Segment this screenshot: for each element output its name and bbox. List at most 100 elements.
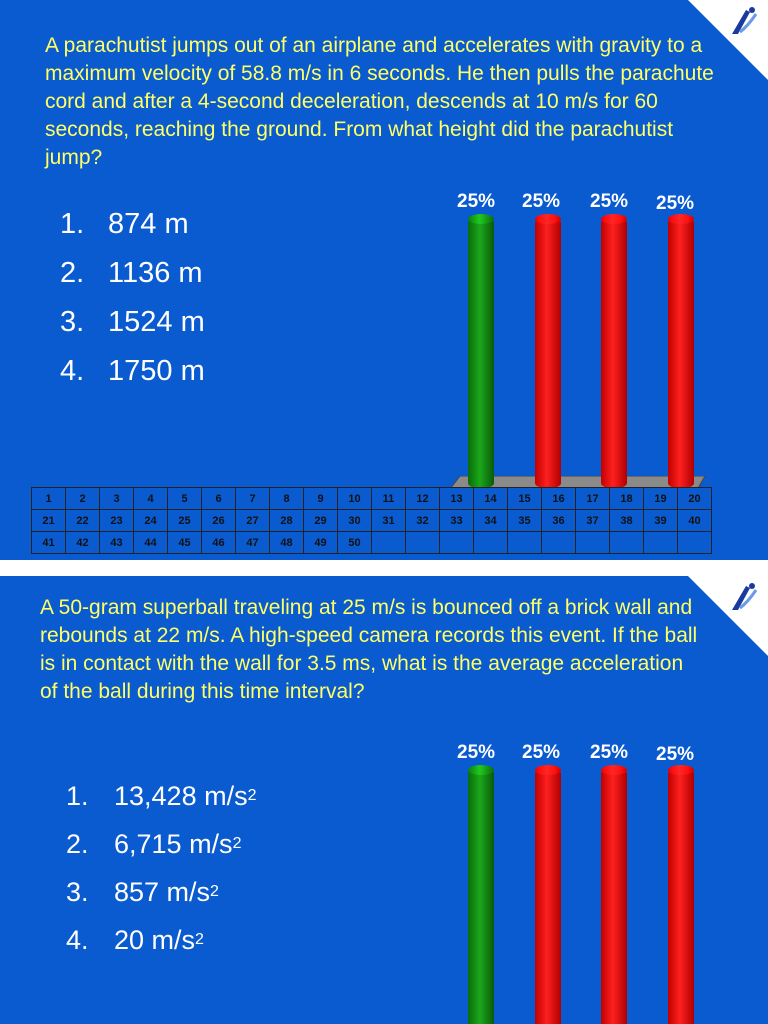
- grid-cell: 44: [133, 531, 168, 554]
- response-bar-2: [535, 218, 561, 488]
- grid-cell: 32: [405, 509, 440, 532]
- grid-cell: 15: [507, 487, 542, 510]
- answer-option[interactable]: 1. 874 m: [60, 200, 205, 249]
- grid-cell: 48: [269, 531, 304, 554]
- answer-text: 20 m/s: [114, 924, 196, 955]
- grid-cell: 47: [235, 531, 270, 554]
- grid-cell: 12: [405, 487, 440, 510]
- grid-cell: 10: [337, 487, 372, 510]
- exponent: 2: [210, 883, 219, 900]
- grid-cell: [439, 531, 474, 554]
- grid-cell: 21: [31, 509, 66, 532]
- grid-cell: 24: [133, 509, 168, 532]
- grid-cell: [643, 531, 678, 554]
- question-text: A parachutist jumps out of an airplane a…: [45, 34, 714, 169]
- grid-cell: 50: [337, 531, 372, 554]
- exponent: 2: [247, 787, 257, 804]
- answer-text: 857 m/s: [114, 876, 211, 907]
- percent-label: 25%: [522, 191, 561, 212]
- answer-text: 1136 m: [108, 257, 203, 289]
- answer-number: 1.: [60, 208, 85, 240]
- exponent: 2: [195, 931, 204, 948]
- answer-option[interactable]: 1. 13,428 m/s 2: [66, 772, 256, 820]
- answer-option[interactable]: 4. 1750 m: [60, 347, 205, 396]
- percent-label: 25%: [656, 744, 695, 765]
- percent-label: 25%: [457, 191, 496, 212]
- answer-option[interactable]: 2. 1136 m: [60, 249, 205, 298]
- grid-cell: 41: [31, 531, 66, 554]
- grid-cell: [405, 531, 440, 554]
- slide-2: A 50-gram superball traveling at 25 m/s …: [0, 576, 768, 1024]
- grid-cell: 17: [575, 487, 610, 510]
- question-text: A 50-gram superball traveling at 25 m/s …: [40, 596, 698, 703]
- grid-cell: 13: [439, 487, 474, 510]
- grid-cell: 14: [473, 487, 508, 510]
- answer-number: 2.: [60, 257, 85, 289]
- response-bar-2: [535, 769, 561, 1024]
- grid-cell: 20: [677, 487, 712, 510]
- grid-cell: 36: [541, 509, 576, 532]
- grid-cell: [371, 531, 406, 554]
- answer-number: 4.: [66, 924, 89, 955]
- answer-text: 1750 m: [108, 355, 205, 387]
- responder-grid: 1 2 3 4 5 6 7 8 9 10 11 12 13 14 15 16 17 18 19 20 21 22 23 24 2…: [31, 487, 712, 554]
- grid-cell: 31: [371, 509, 406, 532]
- percent-label: 25%: [590, 191, 629, 212]
- grid-cell: [677, 531, 712, 554]
- grid-cell: 8: [269, 487, 304, 510]
- grid-cell: 19: [643, 487, 678, 510]
- answer-number: 3.: [66, 876, 89, 907]
- grid-cell: 38: [609, 509, 644, 532]
- response-bar-1: [468, 769, 494, 1024]
- grid-cell: 30: [337, 509, 372, 532]
- response-bar-4: [668, 218, 694, 488]
- answer-text: 13,428 m/s: [114, 780, 248, 811]
- response-bar-4: [668, 769, 694, 1024]
- percent-label: 25%: [522, 742, 561, 763]
- grid-cell: 16: [541, 487, 576, 510]
- grid-cell: 9: [303, 487, 338, 510]
- answer-option[interactable]: 3. 1524 m: [60, 298, 205, 347]
- grid-cell: 46: [201, 531, 236, 554]
- answer-number: 3.: [60, 306, 85, 338]
- grid-cell: 11: [371, 487, 406, 510]
- answer-list: 1. 13,428 m/s 2 2. 6,715 m/s 2 3. 857 m/s 2 4.…: [66, 772, 256, 964]
- grid-cell: 26: [201, 509, 236, 532]
- answer-text: 6,715 m/s: [114, 828, 233, 859]
- grid-cell: 28: [269, 509, 304, 532]
- answer-text: 1524 m: [108, 306, 205, 338]
- answer-list: 1. 874 m 2. 1136 m 3. 1524 m 4. 1750 m: [60, 200, 205, 396]
- response-bar-3: [601, 218, 627, 488]
- grid-cell: 23: [99, 509, 134, 532]
- logo-icon: [732, 583, 758, 610]
- grid-cell: 6: [201, 487, 236, 510]
- grid-cell: 33: [439, 509, 474, 532]
- grid-cell: 40: [677, 509, 712, 532]
- grid-cell: 25: [167, 509, 202, 532]
- grid-cell: 39: [643, 509, 678, 532]
- response-bar-3: [601, 769, 627, 1024]
- grid-cell: 37: [575, 509, 610, 532]
- logo-icon: [732, 7, 758, 34]
- answer-option[interactable]: 2. 6,715 m/s 2: [66, 820, 256, 868]
- grid-cell: 43: [99, 531, 134, 554]
- grid-cell: 42: [65, 531, 100, 554]
- grid-cell: 3: [99, 487, 134, 510]
- answer-number: 4.: [60, 355, 85, 387]
- grid-cell: 22: [65, 509, 100, 532]
- grid-cell: 49: [303, 531, 338, 554]
- grid-cell: 45: [167, 531, 202, 554]
- grid-cell: [473, 531, 508, 554]
- grid-cell: [609, 531, 644, 554]
- grid-cell: 34: [473, 509, 508, 532]
- grid-row: 41 42 43 44 45 46 47 48 49 50: [31, 531, 712, 554]
- answer-option[interactable]: 4. 20 m/s 2: [66, 916, 256, 964]
- answer-text: 874 m: [108, 208, 189, 240]
- grid-cell: 18: [609, 487, 644, 510]
- grid-cell: 2: [65, 487, 100, 510]
- grid-cell: [541, 531, 576, 554]
- answer-option[interactable]: 3. 857 m/s 2: [66, 868, 256, 916]
- grid-row: 1 2 3 4 5 6 7 8 9 10 11 12 13 14 15 16 17 18 19 20: [31, 487, 712, 510]
- grid-cell: 29: [303, 509, 338, 532]
- grid-cell: 35: [507, 509, 542, 532]
